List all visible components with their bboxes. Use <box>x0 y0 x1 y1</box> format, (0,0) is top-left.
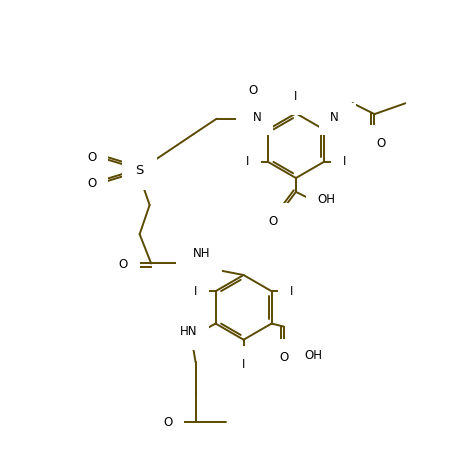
Text: O: O <box>119 258 128 271</box>
Text: I: I <box>194 285 197 298</box>
Text: O: O <box>87 151 96 164</box>
Text: O: O <box>248 84 257 97</box>
Text: N: N <box>253 111 261 124</box>
Text: I: I <box>246 155 249 169</box>
Text: HN: HN <box>180 325 197 338</box>
Text: I: I <box>242 358 245 371</box>
Text: OH: OH <box>318 193 336 206</box>
Text: OH: OH <box>304 349 322 362</box>
Text: S: S <box>136 164 144 177</box>
Text: I: I <box>343 155 346 169</box>
Text: NH: NH <box>188 253 206 266</box>
Text: O: O <box>376 137 385 150</box>
Text: I: I <box>294 90 298 103</box>
Text: O: O <box>163 416 172 429</box>
Text: H: H <box>338 113 346 123</box>
Text: N: N <box>331 111 339 124</box>
Text: O: O <box>268 215 278 228</box>
Text: I: I <box>290 285 294 298</box>
Text: H: H <box>246 113 254 123</box>
Text: O: O <box>87 177 96 190</box>
Text: O: O <box>279 351 289 364</box>
Text: NH: NH <box>193 248 210 260</box>
